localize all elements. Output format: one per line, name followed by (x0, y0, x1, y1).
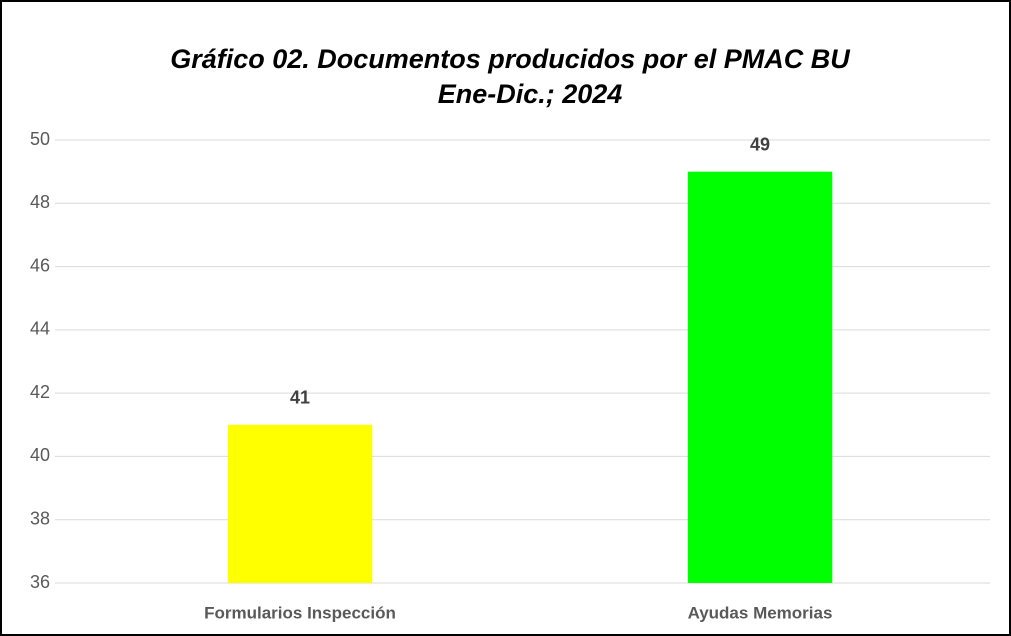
y-tick-label: 42 (30, 382, 50, 402)
y-tick-label: 40 (30, 445, 50, 465)
chart-subtitle: Ene-Dic.; 2024 (438, 79, 623, 109)
x-tick-label: Formularios Inspección (204, 603, 396, 622)
chart-title: Gráfico 02. Documentos producidos por el… (170, 44, 851, 74)
y-tick-label: 44 (30, 319, 50, 339)
y-tick-label: 46 (30, 255, 50, 275)
bar (227, 424, 373, 583)
y-tick-label: 38 (30, 508, 50, 528)
data-label: 41 (290, 388, 310, 408)
y-tick-label: 36 (30, 572, 50, 592)
y-tick-label: 50 (30, 129, 50, 149)
data-label: 49 (750, 134, 770, 154)
bar (687, 171, 833, 583)
y-tick-label: 48 (30, 192, 50, 212)
x-tick-label: Ayudas Memorias (688, 603, 833, 622)
